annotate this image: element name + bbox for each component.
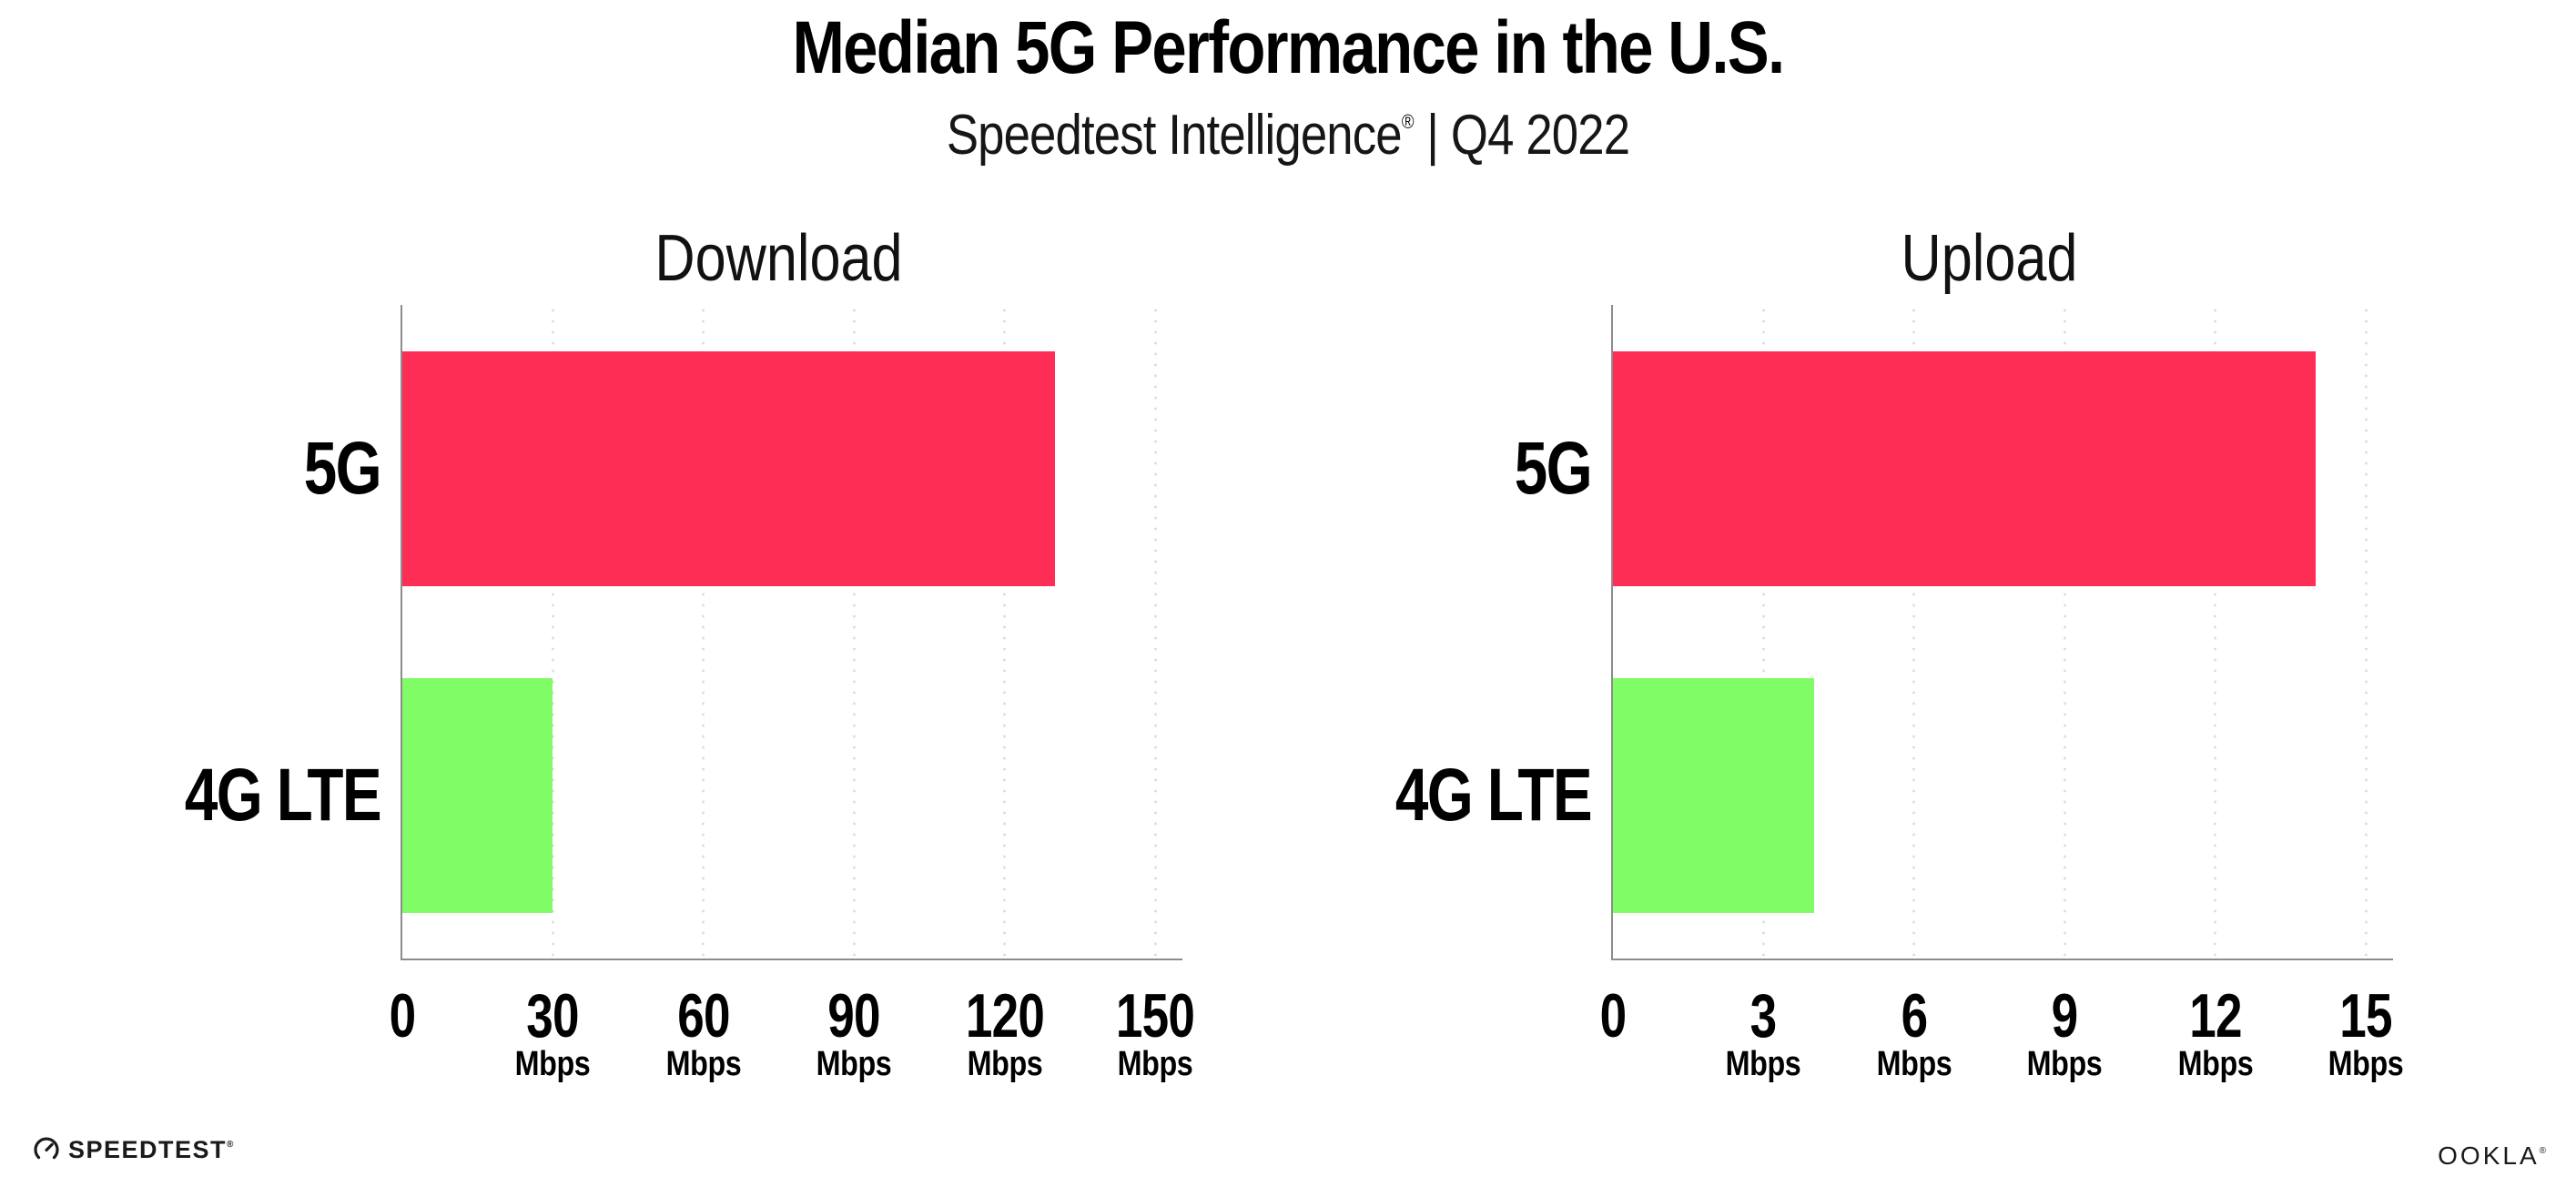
bar-upload-4g-lte bbox=[1613, 677, 1814, 913]
gridline-upload-9 bbox=[2063, 305, 2066, 959]
x-tick-label-upload-12: 12 bbox=[2188, 981, 2242, 1050]
x-tick-unit-upload-15: Mbps bbox=[2328, 1045, 2404, 1083]
x-tick-label-upload-0: 0 bbox=[1599, 981, 1628, 1050]
subtitle-period: | Q4 2022 bbox=[1414, 104, 1630, 167]
gridline-download-150 bbox=[1153, 305, 1157, 959]
y-axis-download bbox=[401, 305, 402, 960]
x-tick-unit-download-150: Mbps bbox=[1117, 1045, 1193, 1083]
x-tick-unit-upload-9: Mbps bbox=[2026, 1045, 2103, 1083]
category-label-upload-4g-lte: 4G LTE bbox=[1394, 753, 1593, 837]
x-tick-label-download-120: 120 bbox=[965, 981, 1045, 1050]
x-axis-upload bbox=[1611, 959, 2393, 960]
x-tick-unit-upload-3: Mbps bbox=[1726, 1045, 1801, 1083]
bar-download-5g bbox=[402, 350, 1055, 586]
gridline-upload-12 bbox=[2214, 305, 2217, 959]
x-tick-label-download-90: 90 bbox=[827, 981, 880, 1050]
speedtest-registered-mark: ® bbox=[227, 1139, 234, 1150]
gridline-download-120 bbox=[1003, 305, 1007, 959]
panel-title-download: Download bbox=[654, 222, 903, 295]
subtitle-brand: Speedtest Intelligence bbox=[946, 104, 1403, 167]
bar-download-4g-lte bbox=[402, 677, 553, 913]
ookla-registered-mark: ® bbox=[2539, 1146, 2546, 1156]
page-title: Median 5G Performance in the U.S. bbox=[792, 6, 1785, 89]
gridline-download-60 bbox=[702, 305, 705, 959]
gridline-upload-3 bbox=[1761, 305, 1765, 959]
speedtest-logo: SPEEDTEST® bbox=[33, 1136, 233, 1163]
x-tick-label-upload-6: 6 bbox=[1901, 981, 1928, 1050]
x-tick-label-download-0: 0 bbox=[389, 981, 417, 1050]
x-tick-label-upload-9: 9 bbox=[2051, 981, 2079, 1050]
speedtest-logo-text: SPEEDTEST® bbox=[68, 1135, 234, 1163]
speedtest-wordmark: SPEEDTEST bbox=[68, 1135, 228, 1163]
gridline-download-30 bbox=[551, 305, 554, 959]
bar-upload-5g bbox=[1613, 350, 2316, 586]
x-tick-unit-download-60: Mbps bbox=[665, 1045, 742, 1083]
x-tick-label-download-30: 30 bbox=[526, 981, 580, 1050]
panel-title-upload: Upload bbox=[1901, 222, 2078, 295]
ookla-logo: OOKLA® bbox=[2438, 1143, 2546, 1169]
x-tick-unit-upload-6: Mbps bbox=[1876, 1045, 1952, 1083]
gridline-upload-15 bbox=[2364, 305, 2368, 959]
x-tick-unit-upload-12: Mbps bbox=[2177, 1045, 2253, 1083]
x-axis-download bbox=[401, 959, 1182, 960]
category-label-upload-5g: 5G bbox=[1514, 426, 1593, 510]
gridline-upload-6 bbox=[1912, 305, 1916, 959]
category-label-download-4g-lte: 4G LTE bbox=[184, 753, 382, 837]
x-tick-label-upload-15: 15 bbox=[2339, 981, 2392, 1050]
y-axis-upload bbox=[1611, 305, 1613, 960]
category-label-download-5g: 5G bbox=[303, 426, 382, 510]
page-subtitle: Speedtest Intelligence® | Q4 2022 bbox=[193, 102, 2383, 169]
x-tick-label-download-60: 60 bbox=[677, 981, 730, 1050]
x-tick-label-upload-3: 3 bbox=[1750, 981, 1778, 1050]
x-tick-unit-download-120: Mbps bbox=[967, 1045, 1042, 1083]
registered-mark: ® bbox=[1401, 110, 1415, 133]
gridline-download-90 bbox=[852, 305, 856, 959]
x-tick-unit-download-30: Mbps bbox=[515, 1045, 591, 1083]
speedtest-gauge-icon bbox=[33, 1136, 60, 1163]
ookla-wordmark: OOKLA bbox=[2438, 1141, 2540, 1170]
x-tick-unit-download-90: Mbps bbox=[816, 1045, 892, 1083]
x-tick-label-download-150: 150 bbox=[1115, 981, 1195, 1050]
